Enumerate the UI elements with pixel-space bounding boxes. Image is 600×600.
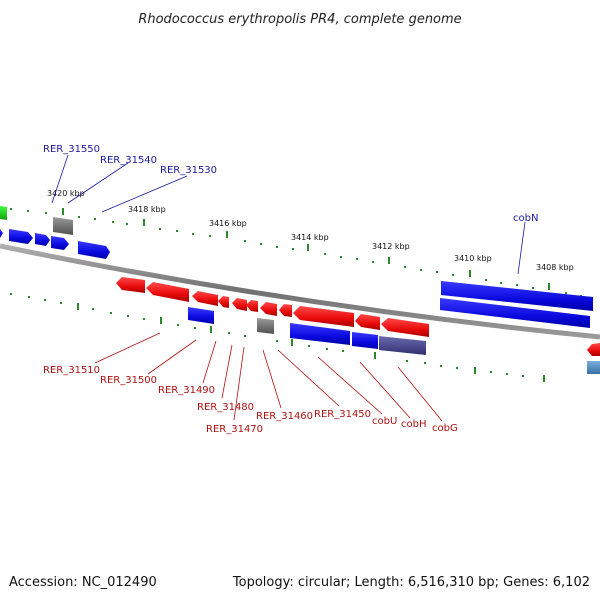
gene-feature[interactable] (232, 298, 247, 311)
tick-label-3408: 3408 kbp (536, 263, 574, 272)
gene-label-RER_31460[interactable]: RER_31460 (256, 411, 313, 422)
gene-label-RER_31530[interactable]: RER_31530 (160, 165, 217, 176)
gene-label-RER_31480[interactable]: RER_31480 (197, 402, 254, 413)
gene-feature[interactable] (35, 233, 50, 246)
cobN-gene[interactable] (441, 281, 593, 311)
gene-label-RER_31470[interactable]: RER_31470 (206, 424, 263, 435)
gene-feature-gray[interactable] (257, 318, 274, 334)
gene-feature[interactable] (9, 229, 33, 244)
gene-feature[interactable] (352, 332, 378, 349)
gene-label-cobG[interactable]: cobG (432, 423, 458, 434)
tick-label-3418: 3418 kbp (128, 205, 166, 214)
gene-feature[interactable] (355, 314, 380, 330)
forward-genes (0, 206, 593, 328)
gene-feature[interactable] (188, 307, 214, 324)
genome-backbone (0, 243, 600, 340)
gene-label-RER_31510[interactable]: RER_31510 (43, 365, 100, 376)
gene-feature[interactable] (381, 318, 429, 337)
reverse-genes (116, 277, 600, 356)
gene-feature[interactable] (246, 300, 258, 312)
forward-gene-labels (51, 154, 526, 275)
gene-label-RER_31450[interactable]: RER_31450 (314, 409, 371, 420)
inner-features (188, 307, 600, 374)
gene-feature[interactable] (440, 298, 590, 328)
gene-feature-green[interactable] (0, 206, 7, 220)
tick-label-3410: 3410 kbp (454, 254, 492, 263)
gene-label-RER_31550[interactable]: RER_31550 (43, 144, 100, 155)
gene-feature[interactable] (587, 343, 600, 356)
gene-feature[interactable] (293, 306, 354, 327)
tick-label-3414: 3414 kbp (291, 233, 329, 242)
inner-tick-track (10, 293, 545, 382)
gene-feature[interactable] (192, 291, 218, 306)
gene-feature[interactable] (51, 236, 69, 250)
tick-label-3420: 3420 kbp (47, 189, 85, 198)
gene-feature[interactable] (116, 277, 145, 293)
gene-label-RER_31540[interactable]: RER_31540 (100, 155, 157, 166)
gene-feature[interactable] (146, 282, 189, 302)
gene-label-RER_31490[interactable]: RER_31490 (158, 385, 215, 396)
tick-label-3412: 3412 kbp (372, 242, 410, 251)
gene-label-cobN[interactable]: cobN (513, 213, 538, 224)
gene-feature-steel[interactable] (587, 361, 600, 374)
tick-label-3416: 3416 kbp (209, 219, 247, 228)
accession-text: Accession: NC_012490 (9, 575, 157, 590)
gene-feature[interactable] (78, 241, 110, 259)
gene-label-cobH[interactable]: cobH (401, 419, 426, 430)
genome-summary-text: Topology: circular; Length: 6,516,310 bp… (232, 575, 590, 590)
outer-tick-track (10, 208, 582, 297)
map-title: Rhodococcus erythropolis PR4, complete g… (138, 12, 461, 27)
gene-feature-purple[interactable] (379, 336, 426, 355)
gene-feature-gray[interactable] (53, 217, 73, 235)
gene-feature[interactable] (218, 296, 229, 308)
gene-feature[interactable] (279, 304, 292, 317)
gene-label-cobU[interactable]: cobU (372, 416, 397, 427)
gene-feature[interactable] (260, 302, 277, 316)
reverse-gene-labels (94, 332, 443, 422)
gene-feature[interactable] (0, 229, 3, 238)
gene-label-RER_31500[interactable]: RER_31500 (100, 375, 157, 386)
gene-feature[interactable] (290, 323, 350, 345)
